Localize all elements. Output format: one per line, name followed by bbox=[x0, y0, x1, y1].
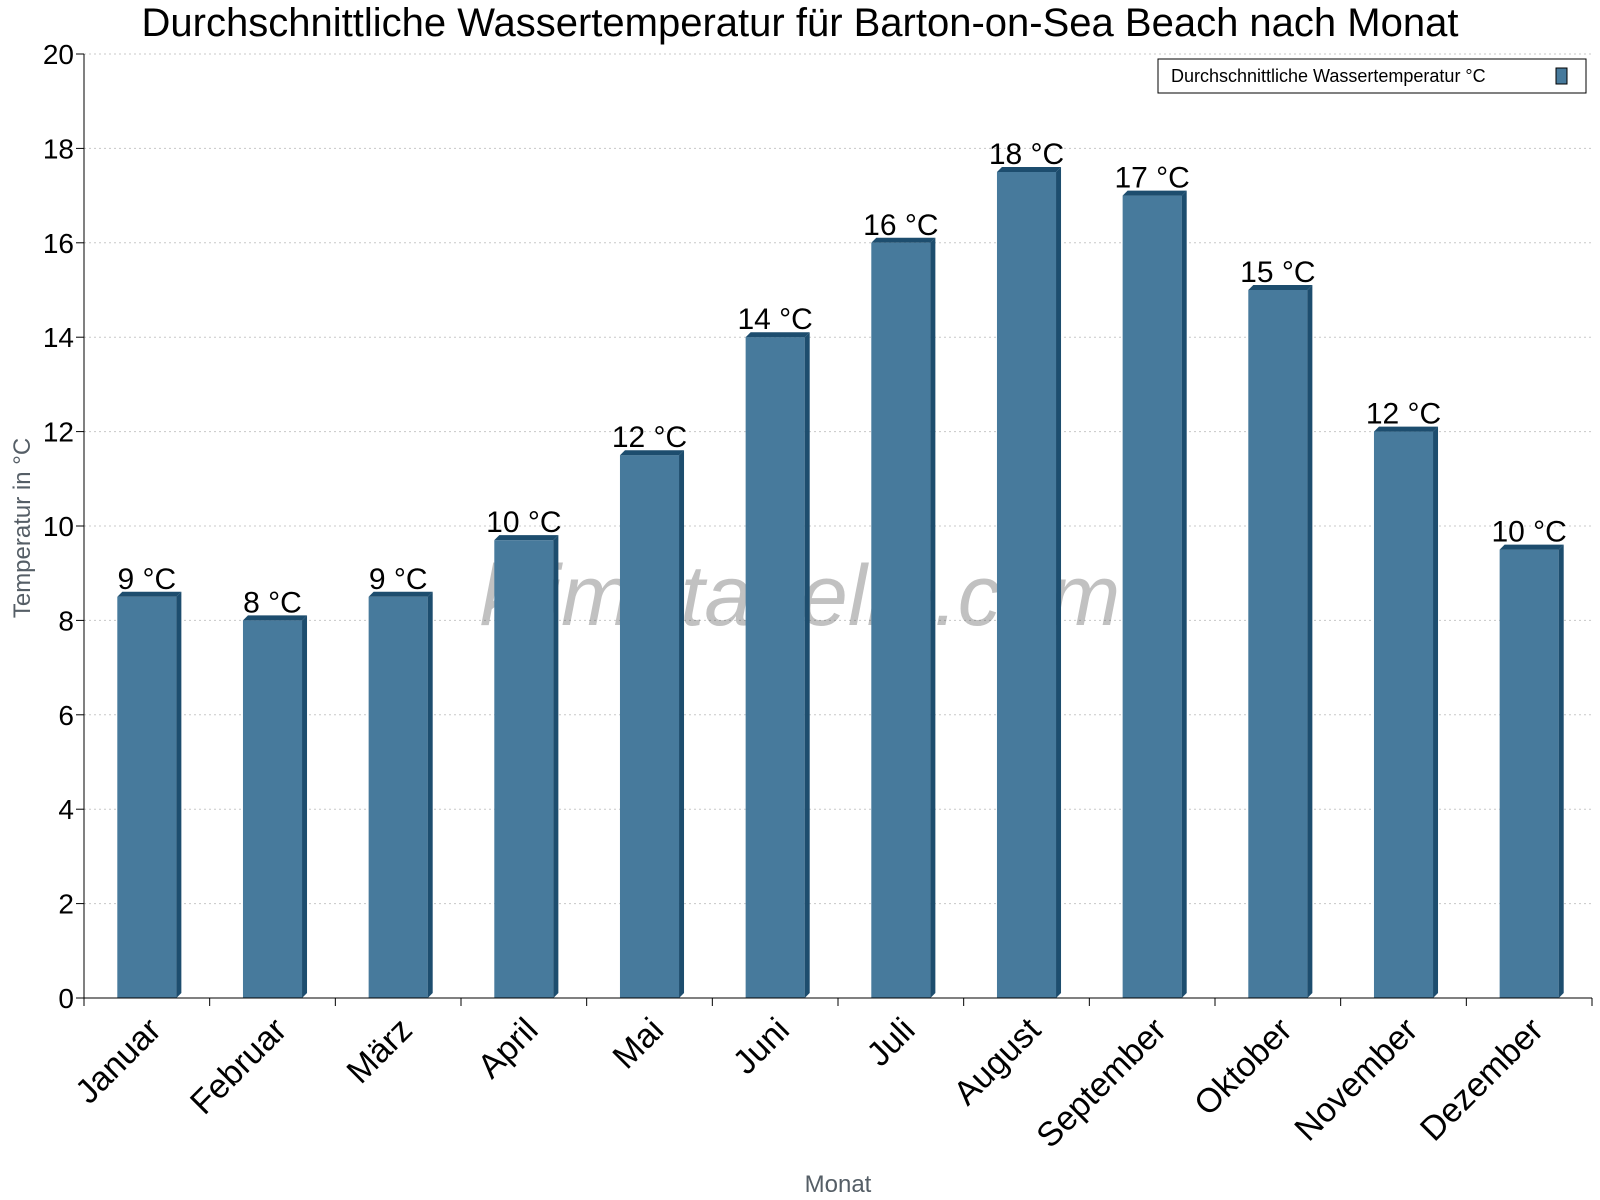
bar bbox=[1499, 544, 1564, 998]
bar-value-label: 15 °C bbox=[1240, 256, 1315, 289]
x-tick-label: Oktober bbox=[1187, 1011, 1299, 1123]
x-axis-title: Monat bbox=[805, 1171, 872, 1198]
bar-top bbox=[1373, 426, 1439, 432]
x-tick-label: April bbox=[471, 1011, 546, 1086]
bar bbox=[1373, 426, 1439, 999]
bar-face bbox=[242, 620, 303, 998]
x-tick-label: November bbox=[1287, 1011, 1425, 1149]
y-tick-label: 14 bbox=[43, 322, 74, 353]
bar-side bbox=[679, 450, 685, 998]
bar bbox=[996, 167, 1062, 998]
bar-face bbox=[1499, 549, 1559, 998]
legend: Durchschnittliche Wassertemperatur °C bbox=[1157, 58, 1587, 94]
bars bbox=[117, 167, 1564, 999]
bar bbox=[745, 332, 810, 998]
x-tick-label: März bbox=[340, 1011, 420, 1091]
x-tick-label: September bbox=[1029, 1011, 1173, 1155]
bar-top bbox=[1122, 190, 1187, 196]
x-tick-label: Dezember bbox=[1413, 1011, 1551, 1149]
y-tick-label: 4 bbox=[58, 794, 74, 825]
bar-top bbox=[619, 450, 685, 456]
y-tick-label: 18 bbox=[43, 133, 74, 164]
bar-face bbox=[494, 540, 554, 998]
bar-value-label: 9 °C bbox=[117, 563, 176, 596]
bar-side bbox=[302, 615, 308, 998]
y-tick-label: 2 bbox=[58, 889, 74, 920]
bar-top bbox=[494, 535, 559, 541]
bar-top bbox=[871, 237, 936, 243]
x-tick-label: Mai bbox=[606, 1011, 672, 1077]
bar bbox=[1248, 285, 1313, 998]
bar-face bbox=[871, 242, 931, 999]
bar-face bbox=[745, 337, 805, 998]
bar bbox=[368, 591, 433, 998]
bar-value-label: 18 °C bbox=[989, 138, 1064, 171]
bar-side bbox=[1056, 167, 1062, 998]
y-tick-label: 6 bbox=[58, 700, 74, 731]
bar bbox=[117, 591, 182, 998]
bar-face bbox=[1122, 195, 1182, 999]
axes bbox=[76, 53, 1593, 1006]
bar-face bbox=[117, 596, 177, 998]
y-tick-label: 12 bbox=[43, 417, 74, 448]
bar-value-label: 9 °C bbox=[369, 563, 428, 596]
bar-face bbox=[1373, 431, 1434, 999]
bar-side bbox=[1307, 285, 1313, 998]
bar-value-label: 8 °C bbox=[243, 586, 302, 619]
bar-value-label: 16 °C bbox=[863, 209, 938, 242]
bar-side bbox=[427, 591, 433, 998]
bar-value-label: 10 °C bbox=[1491, 516, 1566, 549]
bar-side bbox=[930, 237, 936, 999]
grid-lines bbox=[84, 53, 1592, 905]
y-tick-label: 10 bbox=[43, 511, 74, 542]
bar bbox=[242, 615, 308, 998]
legend-box bbox=[1157, 58, 1587, 94]
y-axis-title: Temperatur in °C bbox=[9, 438, 36, 618]
y-tick-label: 8 bbox=[58, 605, 74, 636]
y-tick-label: 0 bbox=[58, 983, 74, 1014]
x-tick-label: Juli bbox=[860, 1011, 923, 1074]
bar bbox=[494, 535, 559, 998]
bar-top bbox=[242, 615, 308, 621]
bar-side bbox=[804, 332, 810, 998]
bar-top bbox=[1499, 544, 1564, 550]
x-tick-label: August bbox=[946, 1010, 1048, 1112]
x-tick-label: Juni bbox=[726, 1011, 797, 1082]
bar-face bbox=[1248, 290, 1308, 998]
bar-side bbox=[1558, 544, 1564, 998]
bar-value-label: 10 °C bbox=[486, 506, 561, 539]
bar-side bbox=[1181, 190, 1187, 999]
bar-side bbox=[176, 591, 182, 998]
bar-value-label: 14 °C bbox=[737, 303, 812, 336]
bar-top bbox=[368, 591, 433, 597]
y-tick-label: 16 bbox=[43, 228, 74, 259]
bar bbox=[1122, 190, 1187, 999]
bar bbox=[619, 450, 685, 998]
chart-title: Durchschnittliche Wassertemperatur für B… bbox=[142, 1, 1459, 45]
bar bbox=[871, 237, 936, 999]
bar-top bbox=[117, 591, 182, 597]
legend-label: Durchschnittliche Wassertemperatur °C bbox=[1171, 66, 1486, 86]
x-tick-label: Februar bbox=[183, 1011, 294, 1122]
bar-top bbox=[1248, 285, 1313, 290]
legend-swatch bbox=[1555, 67, 1568, 85]
bar-face bbox=[996, 172, 1057, 998]
bar-value-label: 12 °C bbox=[612, 421, 687, 454]
bar-side bbox=[553, 535, 559, 998]
bar-value-label: 12 °C bbox=[1366, 398, 1441, 431]
bar-top bbox=[996, 167, 1062, 172]
bar-side bbox=[1433, 426, 1439, 999]
bar-face bbox=[619, 455, 680, 998]
x-tick-label: Januar bbox=[68, 1011, 168, 1111]
data-labels: 9 °C 8 °C 9 °C 10 °C 12 °C 14 °C 16 °C 18 °C 17 … bbox=[117, 138, 1566, 619]
bar-top bbox=[745, 332, 810, 338]
y-tick-label: 20 bbox=[43, 39, 74, 70]
bar-value-label: 17 °C bbox=[1114, 162, 1189, 195]
bar-face bbox=[368, 596, 428, 998]
